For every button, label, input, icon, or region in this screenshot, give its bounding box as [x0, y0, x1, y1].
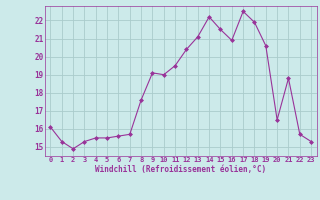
- X-axis label: Windchill (Refroidissement éolien,°C): Windchill (Refroidissement éolien,°C): [95, 165, 266, 174]
